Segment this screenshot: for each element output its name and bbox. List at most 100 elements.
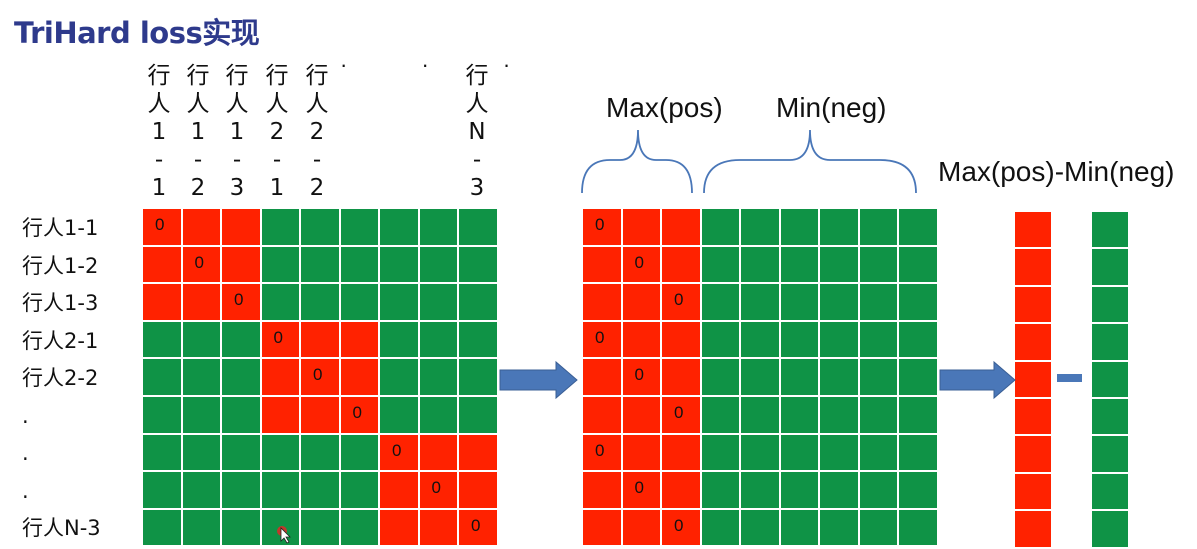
matrix-cell	[858, 245, 898, 284]
matrix-cell	[858, 320, 898, 359]
column-label-char: 行	[305, 63, 329, 89]
column-label-char: 人	[147, 91, 171, 117]
matrix-cell	[740, 245, 780, 284]
min-neg-brace	[703, 129, 917, 194]
matrix-cell	[740, 358, 780, 396]
matrix-cell: 0	[142, 208, 182, 246]
matrix-cell	[181, 358, 221, 396]
row-label: 行人1-2	[22, 253, 99, 278]
matrix-cell	[740, 395, 780, 434]
matrix-cell	[582, 395, 622, 434]
matrix-cell	[582, 245, 622, 284]
matrix-cell	[858, 208, 898, 246]
matrix-cell	[339, 283, 379, 321]
matrix-cell	[458, 358, 498, 396]
matrix-cell	[300, 320, 340, 359]
matrix-cell	[621, 395, 661, 434]
matrix-cell	[779, 433, 819, 472]
similarity-matrix: 0 0 0 0 0 0 0 0 0	[141, 207, 499, 548]
zero-value: 0	[634, 252, 644, 272]
matrix-cell	[300, 283, 340, 321]
matrix-cell	[181, 208, 221, 246]
matrix-cell	[339, 208, 379, 246]
min-neg-column	[1090, 210, 1130, 549]
matrix-cell	[418, 245, 458, 284]
column-label-char: 1	[151, 119, 167, 145]
matrix-cell	[1014, 285, 1052, 324]
matrix-cell	[661, 320, 701, 359]
matrix-cell	[339, 433, 379, 472]
max-pos-column	[1013, 210, 1053, 549]
column-label-char: 2	[309, 119, 325, 145]
matrix-cell	[221, 508, 261, 547]
zero-value: 0	[634, 478, 644, 498]
column-label-char: 2	[269, 119, 285, 145]
matrix-cell	[1091, 510, 1129, 548]
matrix-cell	[898, 283, 938, 321]
matrix-cell	[858, 508, 898, 547]
reordered-matrix: 0 0 0 0 0 0 0 0 0	[581, 207, 939, 548]
matrix-cell: 0	[379, 433, 419, 472]
matrix-cell	[700, 208, 740, 246]
matrix-cell	[418, 433, 458, 472]
matrix-cell	[661, 471, 701, 509]
matrix-cell	[779, 358, 819, 396]
matrix-cell	[819, 245, 859, 284]
column-label-char: 行	[147, 63, 171, 89]
column-label-char: 人	[305, 91, 329, 117]
matrix-cell: 0	[181, 245, 221, 284]
matrix-cell	[898, 471, 938, 509]
matrix-cell	[379, 245, 419, 284]
matrix-cell	[142, 471, 182, 509]
matrix-cell	[661, 433, 701, 472]
matrix-cell	[458, 395, 498, 434]
zero-value: 0	[674, 515, 684, 535]
matrix-cell	[260, 245, 300, 284]
matrix-cell	[819, 358, 859, 396]
zero-value: 0	[674, 402, 684, 422]
matrix-cell	[1091, 248, 1129, 286]
matrix-cell	[1091, 435, 1129, 473]
matrix-cell	[181, 283, 221, 321]
column-label-char: 行	[186, 63, 210, 89]
matrix-cell	[740, 283, 780, 321]
matrix-cell	[582, 358, 622, 396]
row-label: 行人N-3	[22, 516, 101, 540]
matrix-cell	[458, 471, 498, 509]
matrix-cell	[898, 508, 938, 547]
matrix-cell	[621, 283, 661, 321]
matrix-cell	[819, 208, 859, 246]
matrix-cell: 0	[621, 471, 661, 509]
max-pos-label: Max(pos)	[606, 92, 723, 123]
matrix-cell	[700, 245, 740, 284]
matrix-cell	[418, 208, 458, 246]
matrix-cell	[700, 508, 740, 547]
matrix-cell	[1091, 211, 1129, 249]
column-label-char: -	[472, 147, 482, 173]
matrix-cell	[458, 433, 498, 472]
matrix-cell	[339, 320, 379, 359]
matrix-cell	[300, 245, 340, 284]
row-label: .	[22, 441, 29, 465]
matrix-cell	[1014, 248, 1052, 286]
matrix-cell	[740, 508, 780, 547]
matrix-cell	[458, 245, 498, 284]
matrix-cell	[458, 283, 498, 321]
matrix-cell	[300, 395, 340, 434]
matrix-cell	[779, 395, 819, 434]
matrix-cell: 0	[661, 283, 701, 321]
matrix-cell	[700, 358, 740, 396]
matrix-cell	[661, 358, 701, 396]
matrix-cell	[260, 395, 300, 434]
matrix-cell	[142, 320, 182, 359]
matrix-cell	[819, 433, 859, 472]
matrix-cell	[621, 508, 661, 547]
column-label-char: 1	[190, 119, 206, 145]
column-label-char: 行	[265, 63, 289, 89]
zero-value: 0	[155, 215, 165, 234]
min-neg-label: Min(neg)	[776, 92, 887, 123]
zero-value: 0	[634, 365, 644, 385]
